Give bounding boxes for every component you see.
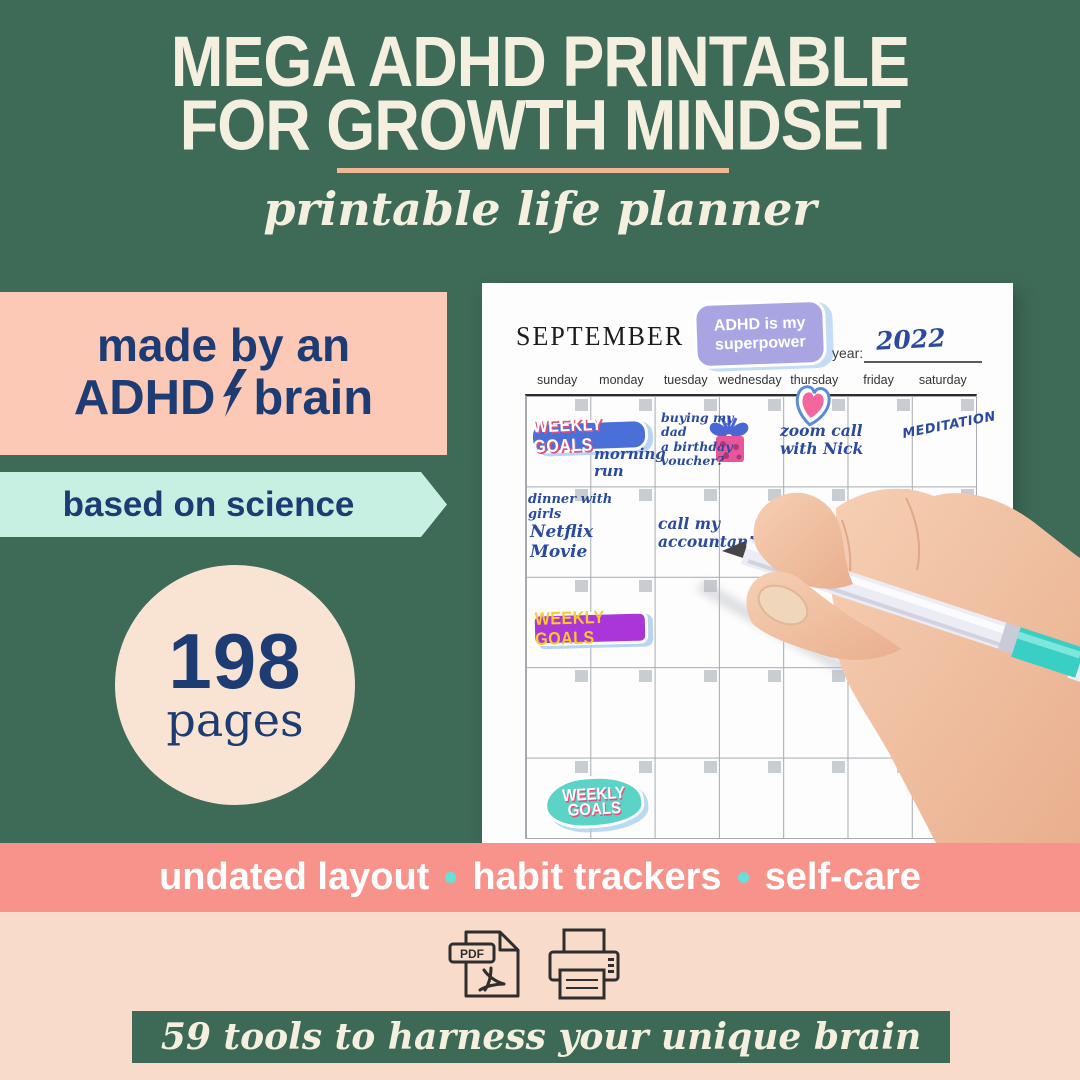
date-box (639, 489, 653, 502)
date-box (767, 670, 781, 683)
date-box (832, 760, 846, 773)
footer-section: PDF 59 tools to harness your unique brai… (0, 912, 1080, 1080)
day-header-row: sunday monday tuesday wednesday thursday… (525, 373, 975, 391)
format-icons: PDF (444, 926, 624, 1002)
date-box (896, 399, 910, 411)
pen-grip (1011, 627, 1080, 678)
science-banner: based on science (0, 472, 447, 537)
date-box (575, 579, 588, 592)
page-count-label: pages (166, 693, 304, 747)
svg-text:PDF: PDF (460, 947, 484, 961)
date-box (575, 489, 588, 502)
year-underline (864, 361, 982, 363)
day-header-wednesday: wednesday (718, 373, 782, 387)
page-count-number: 198 (168, 617, 302, 705)
feature-undated: undated layout (159, 856, 430, 898)
printer-icon (548, 928, 620, 1000)
day-header-saturday: saturday (918, 373, 967, 387)
day-header-sunday: sunday (536, 373, 578, 387)
pdf-file-icon: PDF (448, 930, 520, 998)
date-box (639, 579, 653, 592)
date-box (575, 760, 588, 773)
feature-habit: habit trackers (472, 856, 722, 898)
date-box (575, 670, 588, 683)
date-box (575, 399, 588, 411)
date-box (639, 399, 653, 411)
note-morning-run: morning run (594, 445, 666, 481)
bullet-dot-icon (445, 872, 457, 883)
date-box (703, 670, 717, 683)
note-netflix: Netflix Movie (530, 522, 594, 562)
gift-sticker (708, 414, 750, 473)
subtitle: printable life planner (263, 182, 817, 236)
day-header-friday: friday (863, 373, 894, 387)
superpower-sticker: ADHD is my superpower (692, 298, 828, 370)
date-box (767, 760, 781, 773)
page-title: MEGA ADHD PRINTABLE FOR GROWTH MINDSET (0, 22, 1080, 166)
footer-tagline-banner: 59 tools to harness your unique brain (132, 1011, 950, 1063)
day-header-monday: monday (599, 373, 644, 387)
index-finger (753, 492, 853, 589)
day-header-tuesday: tuesday (663, 373, 708, 387)
note-birthday: buying my dad a birthday voucher? (661, 410, 734, 469)
superpower-sticker-line2: superpower (714, 333, 806, 354)
note-accountant: call my accountant (658, 514, 756, 551)
date-box (960, 399, 974, 411)
date-box (703, 399, 717, 411)
hand-back (830, 488, 1080, 843)
note-dinner: dinner with girls (528, 492, 613, 522)
date-box (639, 670, 653, 683)
lightning-bolt-icon (221, 368, 248, 427)
thumbnail (757, 584, 809, 626)
year-value: 2022 (875, 323, 947, 356)
science-banner-label: based on science (62, 484, 355, 524)
day-header-thursday: thursday (790, 373, 839, 387)
feature-selfcare: self-care (764, 856, 921, 898)
made-by-word-brain: brain (253, 370, 374, 425)
made-by-word-adhd: ADHD (73, 370, 216, 425)
year-label: year: (832, 345, 864, 361)
date-box (703, 760, 717, 773)
date-box (767, 399, 781, 411)
page-count-badge: 198 pages (115, 565, 355, 805)
made-by-badge: made by an ADHD brain (0, 292, 447, 455)
calendar-month: SEPTEMBER (516, 321, 685, 352)
hand-with-pen (696, 488, 1080, 843)
footer-tagline: 59 tools to harness your unique brain (160, 1016, 922, 1058)
title-line-1: MEGA ADHD PRINTABLE (170, 22, 910, 102)
date-box (832, 399, 846, 411)
made-by-line1: made by an (96, 318, 351, 371)
pen-collar (997, 622, 1023, 655)
features-banner: undated layout habit trackers self-care (0, 843, 1080, 912)
heart-sticker (789, 380, 836, 436)
title-line-2: FOR GROWTH MINDSET (179, 85, 901, 166)
date-box (703, 489, 717, 502)
note-zoom-call: zoom call with Nick (780, 421, 864, 458)
pen-grip-highlight (1016, 631, 1080, 659)
date-box (639, 760, 653, 773)
bullet-dot-icon (737, 872, 749, 883)
pen-tip (722, 541, 749, 560)
made-by-line2: ADHD brain (73, 368, 374, 427)
date-box (832, 489, 846, 502)
divider (337, 168, 729, 173)
